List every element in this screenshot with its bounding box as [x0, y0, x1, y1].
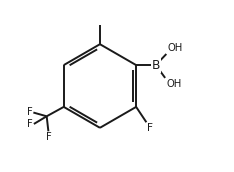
- Text: F: F: [46, 132, 52, 142]
- Text: OH: OH: [166, 79, 181, 89]
- Text: F: F: [27, 107, 33, 117]
- Text: OH: OH: [167, 43, 183, 53]
- Text: B: B: [152, 59, 160, 72]
- Text: F: F: [147, 123, 153, 133]
- Text: F: F: [27, 119, 33, 129]
